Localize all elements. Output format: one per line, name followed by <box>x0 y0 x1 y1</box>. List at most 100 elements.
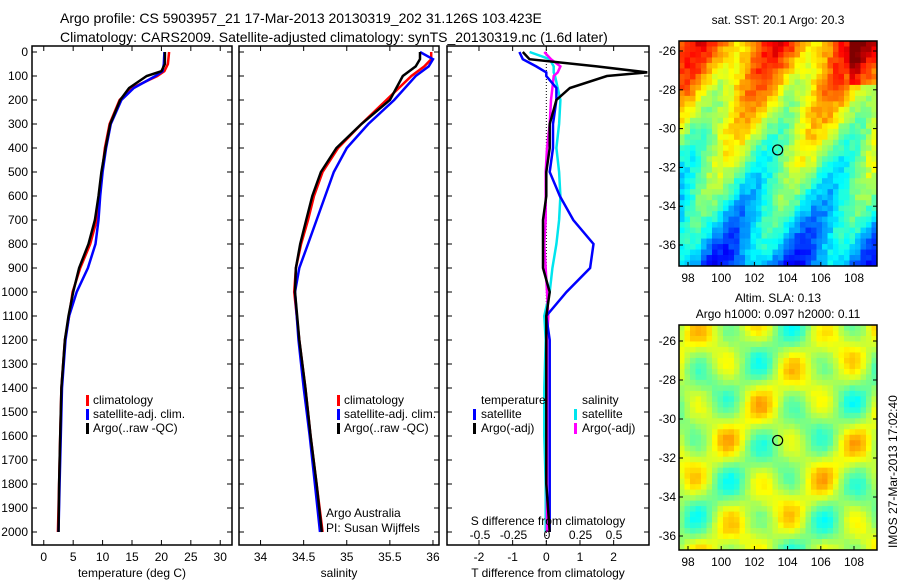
map-cell <box>745 238 751 245</box>
map-cell <box>684 161 691 168</box>
map-cell <box>756 533 762 540</box>
map-cell <box>816 539 823 545</box>
map-cell <box>783 51 790 58</box>
map-cell <box>816 73 823 80</box>
map-cell <box>761 216 768 223</box>
map-cell <box>866 211 872 218</box>
map-cell <box>712 178 718 185</box>
map-cell <box>695 117 702 124</box>
map-cell <box>778 445 784 452</box>
map-cell <box>750 260 757 267</box>
map-cell <box>712 106 718 113</box>
map-y-tick-label: -36 <box>659 238 677 252</box>
x-tick-label: 34 <box>254 550 268 564</box>
map-cell <box>772 401 779 408</box>
map-cell <box>783 101 790 108</box>
map-cell <box>860 462 867 469</box>
map-cell <box>761 434 768 441</box>
map-cell <box>772 506 779 512</box>
map-cell <box>695 352 702 359</box>
map-cell <box>684 429 691 436</box>
map-cell <box>811 478 817 485</box>
map-cell <box>827 233 834 239</box>
map-cell <box>767 511 773 518</box>
map-cell <box>816 325 823 331</box>
map-cell <box>684 200 691 207</box>
map-cell <box>833 183 839 190</box>
map-cell <box>800 423 806 430</box>
map-cell <box>761 445 768 452</box>
map-cell <box>723 396 729 403</box>
map-cell <box>794 84 801 91</box>
map-cell <box>816 511 823 518</box>
map-cell <box>778 341 784 348</box>
map-cell <box>690 390 696 397</box>
map-cell <box>712 194 718 201</box>
map-cell <box>712 412 718 419</box>
map-cell <box>811 117 817 124</box>
map-cell <box>734 528 740 534</box>
map-cell <box>728 484 735 491</box>
map-cell <box>844 167 850 174</box>
map-cell <box>822 194 828 201</box>
map-cell <box>866 145 872 152</box>
map-cell <box>745 401 751 408</box>
map-cell <box>745 62 751 69</box>
map-cell <box>844 396 850 403</box>
y-tick-label: 1100 <box>2 309 28 323</box>
map-cell <box>761 244 768 250</box>
map-cell <box>695 335 702 342</box>
map-cell <box>833 139 839 146</box>
map-cell <box>739 145 746 152</box>
map-cell <box>723 238 729 245</box>
map-cell <box>833 216 839 223</box>
map-cell <box>679 161 685 168</box>
map-cell <box>712 244 718 250</box>
map-cell <box>712 484 718 491</box>
map-cell <box>761 101 768 108</box>
map-cell <box>772 150 779 157</box>
map-cell <box>767 222 773 228</box>
map-cell <box>739 407 746 414</box>
map-cell <box>816 222 823 228</box>
map-cell <box>805 244 812 250</box>
map-cell <box>690 434 696 441</box>
map-cell <box>728 368 735 375</box>
map-cell <box>761 325 768 331</box>
map-cell <box>844 385 850 392</box>
map-cell <box>761 238 768 245</box>
map-cell <box>772 379 779 386</box>
map-cell <box>811 46 817 53</box>
map-cell <box>684 511 691 518</box>
map-cell <box>745 244 751 250</box>
map-cell <box>855 346 861 353</box>
map-cell <box>717 211 724 218</box>
map-cell <box>756 41 762 47</box>
map-cell <box>745 200 751 207</box>
map-cell <box>822 79 828 86</box>
map-cell <box>756 423 762 430</box>
map-cell <box>816 41 823 47</box>
map-cell <box>827 500 834 507</box>
map-cell <box>767 189 773 196</box>
map-cell <box>822 456 828 463</box>
map-y-tick-label: -28 <box>659 373 677 387</box>
map-cell <box>712 346 718 353</box>
map-cell <box>679 374 685 381</box>
map-cell <box>745 134 751 141</box>
map-cell <box>756 451 762 458</box>
map-cell <box>827 374 834 381</box>
map-cell <box>794 335 801 342</box>
map-cell <box>712 473 718 480</box>
map-cell <box>800 156 806 163</box>
map-cell <box>789 205 795 212</box>
map-cell <box>734 200 740 207</box>
map-cell <box>684 46 691 53</box>
map-cell <box>734 95 740 102</box>
map-cell <box>783 539 790 545</box>
map-cell <box>728 260 735 267</box>
y-tick-label: 800 <box>8 237 28 251</box>
map-cell <box>811 255 817 261</box>
map-cell <box>871 57 878 64</box>
map-cell <box>695 62 702 69</box>
